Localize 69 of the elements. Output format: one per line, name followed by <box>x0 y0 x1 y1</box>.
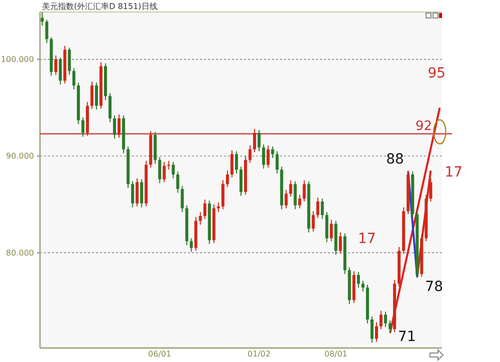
candlestick <box>271 146 274 159</box>
candlestick <box>72 68 76 90</box>
annotation: 71 <box>398 329 416 346</box>
annotation: 17 <box>358 231 376 248</box>
candlestick <box>68 47 71 76</box>
candlestick <box>289 180 292 198</box>
candlestick <box>118 114 121 138</box>
candlestick <box>234 150 238 174</box>
annotation: 88 <box>386 152 404 168</box>
x-tick-label: 06/01 <box>148 350 172 359</box>
candlestick <box>216 202 220 213</box>
annotation: 95 <box>428 66 446 82</box>
candlestick <box>380 310 383 330</box>
candlestick <box>338 232 342 254</box>
candlestick <box>54 55 58 76</box>
candlestick <box>108 92 112 123</box>
candlestick <box>176 171 180 194</box>
candlestick <box>361 280 364 292</box>
candlestick <box>316 197 320 218</box>
candlestick <box>113 114 116 140</box>
candlestick <box>230 150 234 178</box>
candlestick <box>375 322 378 342</box>
candlestick <box>226 170 229 188</box>
candlestick <box>81 116 84 138</box>
candlestick <box>258 129 261 152</box>
candlestick <box>325 212 328 243</box>
candlestick <box>276 150 279 174</box>
x-tick-label: 08/01 <box>324 350 348 359</box>
text: 17 <box>444 164 463 181</box>
ref-line-label: 92 <box>415 118 432 134</box>
candlestick <box>221 180 224 210</box>
candlestick <box>180 186 184 213</box>
candlestick <box>90 81 94 110</box>
candlestick <box>140 178 144 208</box>
y-tick-label: 100.000 <box>0 54 34 64</box>
candlestick <box>94 82 98 110</box>
candlestick <box>45 19 48 44</box>
candlestick <box>284 189 288 209</box>
candlestick <box>370 316 374 344</box>
candlestick <box>203 199 206 220</box>
x-tick-label: 01/02 <box>248 350 271 359</box>
candlestick <box>172 161 175 179</box>
candlestick <box>136 178 139 207</box>
candlestick <box>253 128 256 153</box>
candlestick <box>356 272 360 288</box>
chart-title: 美元指数(外汇汇率D 8151)日线 <box>42 2 158 11</box>
candlestick <box>312 210 315 232</box>
candlestick <box>158 156 162 184</box>
candlestick <box>384 311 388 328</box>
candlestick <box>298 194 302 209</box>
candlestick <box>330 219 333 242</box>
candlestick <box>262 144 266 170</box>
candlestick <box>429 178 432 202</box>
candlestick <box>302 180 306 202</box>
y-tick-label: 80.000 <box>6 248 34 258</box>
annotation: 78 <box>425 278 443 295</box>
candlestick <box>240 166 242 196</box>
candlestick <box>294 180 297 210</box>
candlestick <box>248 144 252 164</box>
candlestick <box>198 212 202 226</box>
y-tick-label: 90.000 <box>6 152 34 161</box>
candlestick <box>266 144 270 168</box>
candlestick <box>40 12 44 26</box>
candlestick <box>162 161 166 183</box>
candlestick <box>190 238 193 252</box>
candlestick <box>131 180 134 208</box>
candlestick <box>320 198 324 220</box>
candlestick <box>388 320 392 334</box>
candlestick <box>58 56 62 86</box>
